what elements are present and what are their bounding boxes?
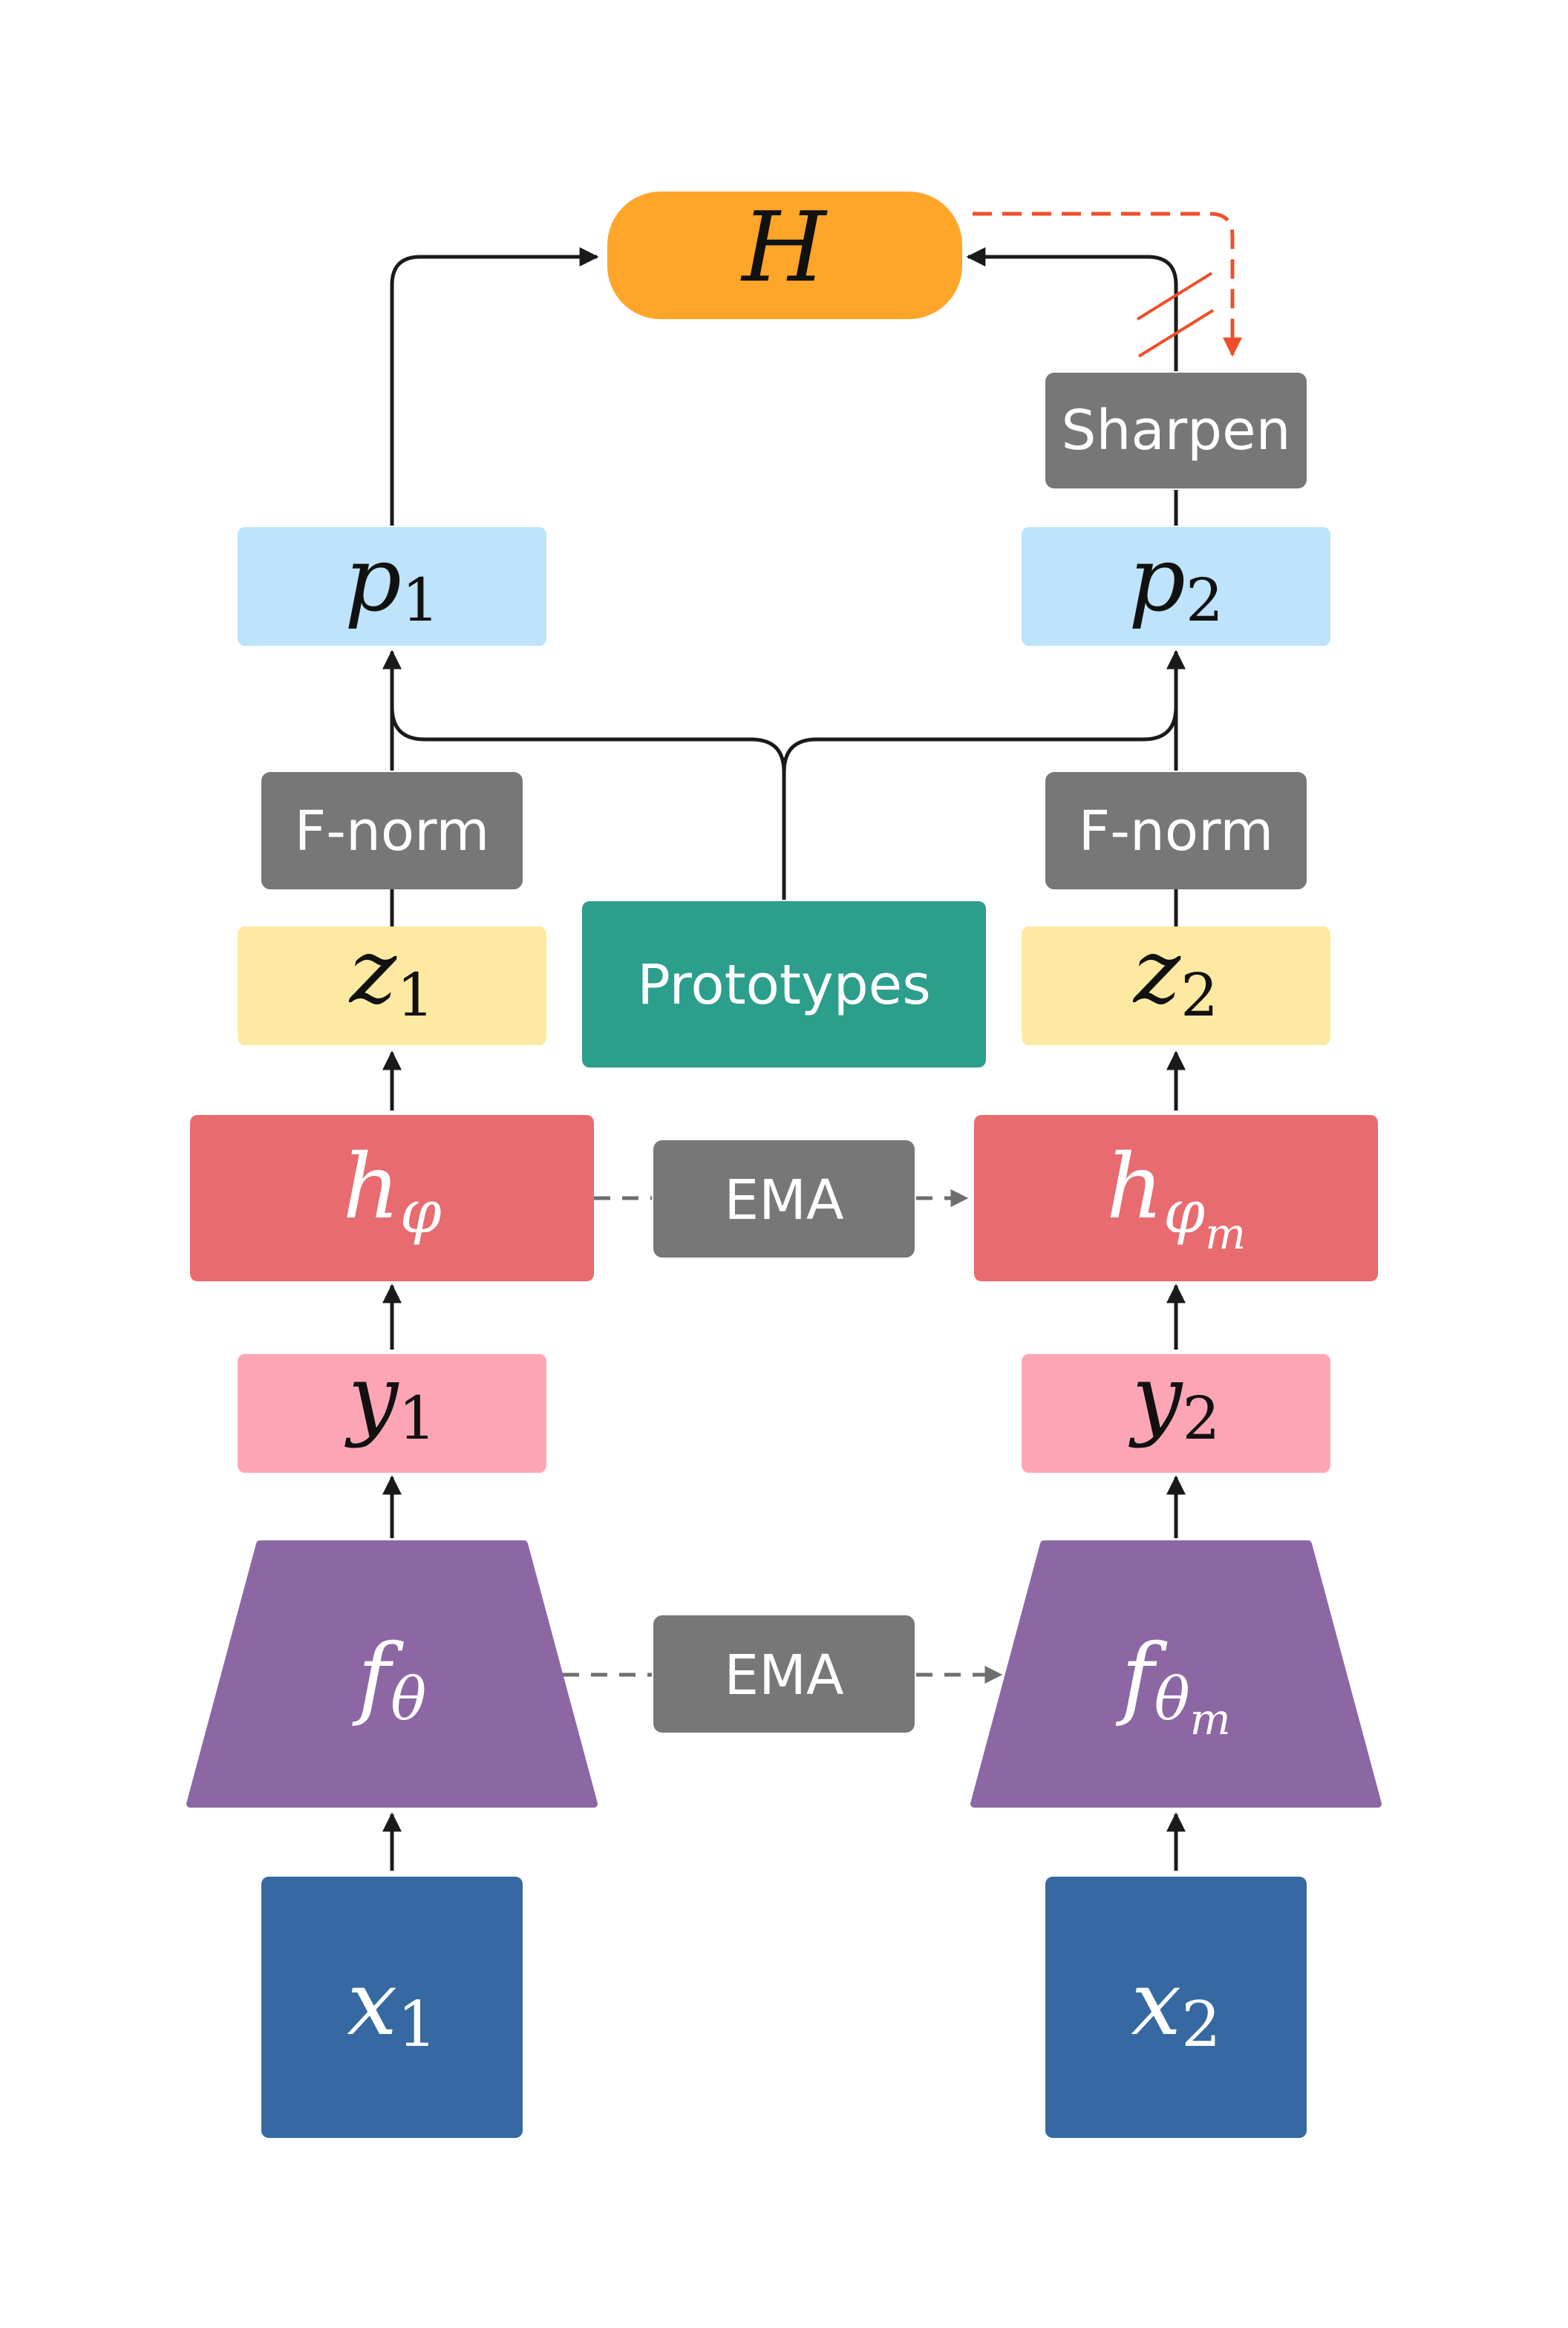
h2-main: h — [1106, 1136, 1163, 1239]
p2-main: p — [1128, 529, 1186, 632]
svg-text:y1: y1 — [344, 1347, 437, 1453]
prototypes-node: Prototypes — [582, 901, 986, 1067]
p2-sub: 2 — [1186, 566, 1224, 635]
x1-sub: 1 — [397, 1988, 437, 2061]
z2-sub: 2 — [1180, 961, 1218, 1030]
ema-connectors — [563, 1189, 1003, 1684]
fnorm1-node: F-norm — [261, 772, 523, 889]
z2-node: z2 — [1022, 921, 1330, 1045]
f2-subsub: m — [1190, 1694, 1231, 1745]
y2-main: y — [1128, 1347, 1184, 1450]
z1-main: z — [348, 921, 397, 1024]
z2-main: z — [1132, 921, 1181, 1024]
p1-node: p1 — [238, 527, 546, 646]
prototypes-brace-right — [782, 706, 1178, 773]
sharpen-node: Sharpen — [1045, 373, 1307, 488]
H-node: H — [607, 191, 962, 319]
y1-sub: 1 — [398, 1384, 436, 1453]
prototypes-label: Prototypes — [637, 953, 931, 1017]
svg-text:z1: z1 — [348, 921, 434, 1030]
gradient-dashed-arrow — [973, 212, 1242, 357]
p1-sub: 1 — [402, 566, 440, 635]
svg-text:p1: p1 — [344, 529, 440, 635]
z1-node: z1 — [238, 921, 546, 1045]
x1-main: x — [347, 1952, 397, 2056]
prototypes-brace — [390, 706, 786, 900]
h1-main: h — [342, 1136, 399, 1239]
ema-top-label: EMA — [724, 1168, 844, 1232]
h2-subsub: m — [1205, 1209, 1246, 1259]
x2-sub: 2 — [1181, 1988, 1221, 2061]
ema-bottom-node: EMA — [653, 1615, 915, 1733]
fnorm2-label: F-norm — [1079, 800, 1274, 863]
H-label: H — [740, 191, 828, 304]
p1-main: p — [344, 529, 402, 632]
y1-node: y1 — [238, 1347, 546, 1473]
stop-gradient-mark — [1136, 272, 1215, 358]
ema-top-node: EMA — [653, 1140, 915, 1258]
f2-node: fθm — [970, 1540, 1382, 1808]
ema-bottom-label: EMA — [724, 1644, 844, 1707]
x2-node: x2 — [1045, 1877, 1307, 2138]
arrow-sharpen-to-H — [966, 247, 1178, 371]
h2-node: hφm — [974, 1115, 1378, 1281]
h1-node: hφ — [190, 1115, 594, 1281]
svg-text:hφ: hφ — [342, 1136, 441, 1246]
x1-node: x1 — [261, 1877, 523, 2138]
arrow-p1-to-H — [390, 247, 599, 526]
svg-text:p2: p2 — [1128, 529, 1224, 635]
svg-text:y2: y2 — [1128, 1347, 1221, 1453]
p2-node: p2 — [1022, 527, 1330, 646]
svg-text:z2: z2 — [1132, 921, 1218, 1030]
y2-node: y2 — [1022, 1347, 1330, 1473]
f1-node: fθ — [186, 1540, 598, 1808]
z1-sub: 1 — [396, 961, 434, 1030]
sharpen-label: Sharpen — [1061, 399, 1290, 462]
h1-sub: φ — [400, 1177, 442, 1246]
f1-sub: θ — [391, 1664, 426, 1733]
svg-text:x2: x2 — [1131, 1952, 1221, 2061]
f2-sub: θ — [1154, 1664, 1190, 1733]
svg-text:hφm: hφm — [1106, 1136, 1246, 1259]
fnorm1-label: F-norm — [295, 800, 490, 863]
connectors — [382, 247, 1186, 1871]
x2-main: x — [1131, 1952, 1181, 2056]
fnorm2-node: F-norm — [1045, 772, 1307, 889]
y2-sub: 2 — [1182, 1384, 1220, 1453]
y1-main: y — [344, 1347, 400, 1450]
h2-sub: φ — [1163, 1177, 1205, 1246]
svg-text:x1: x1 — [347, 1952, 437, 2061]
